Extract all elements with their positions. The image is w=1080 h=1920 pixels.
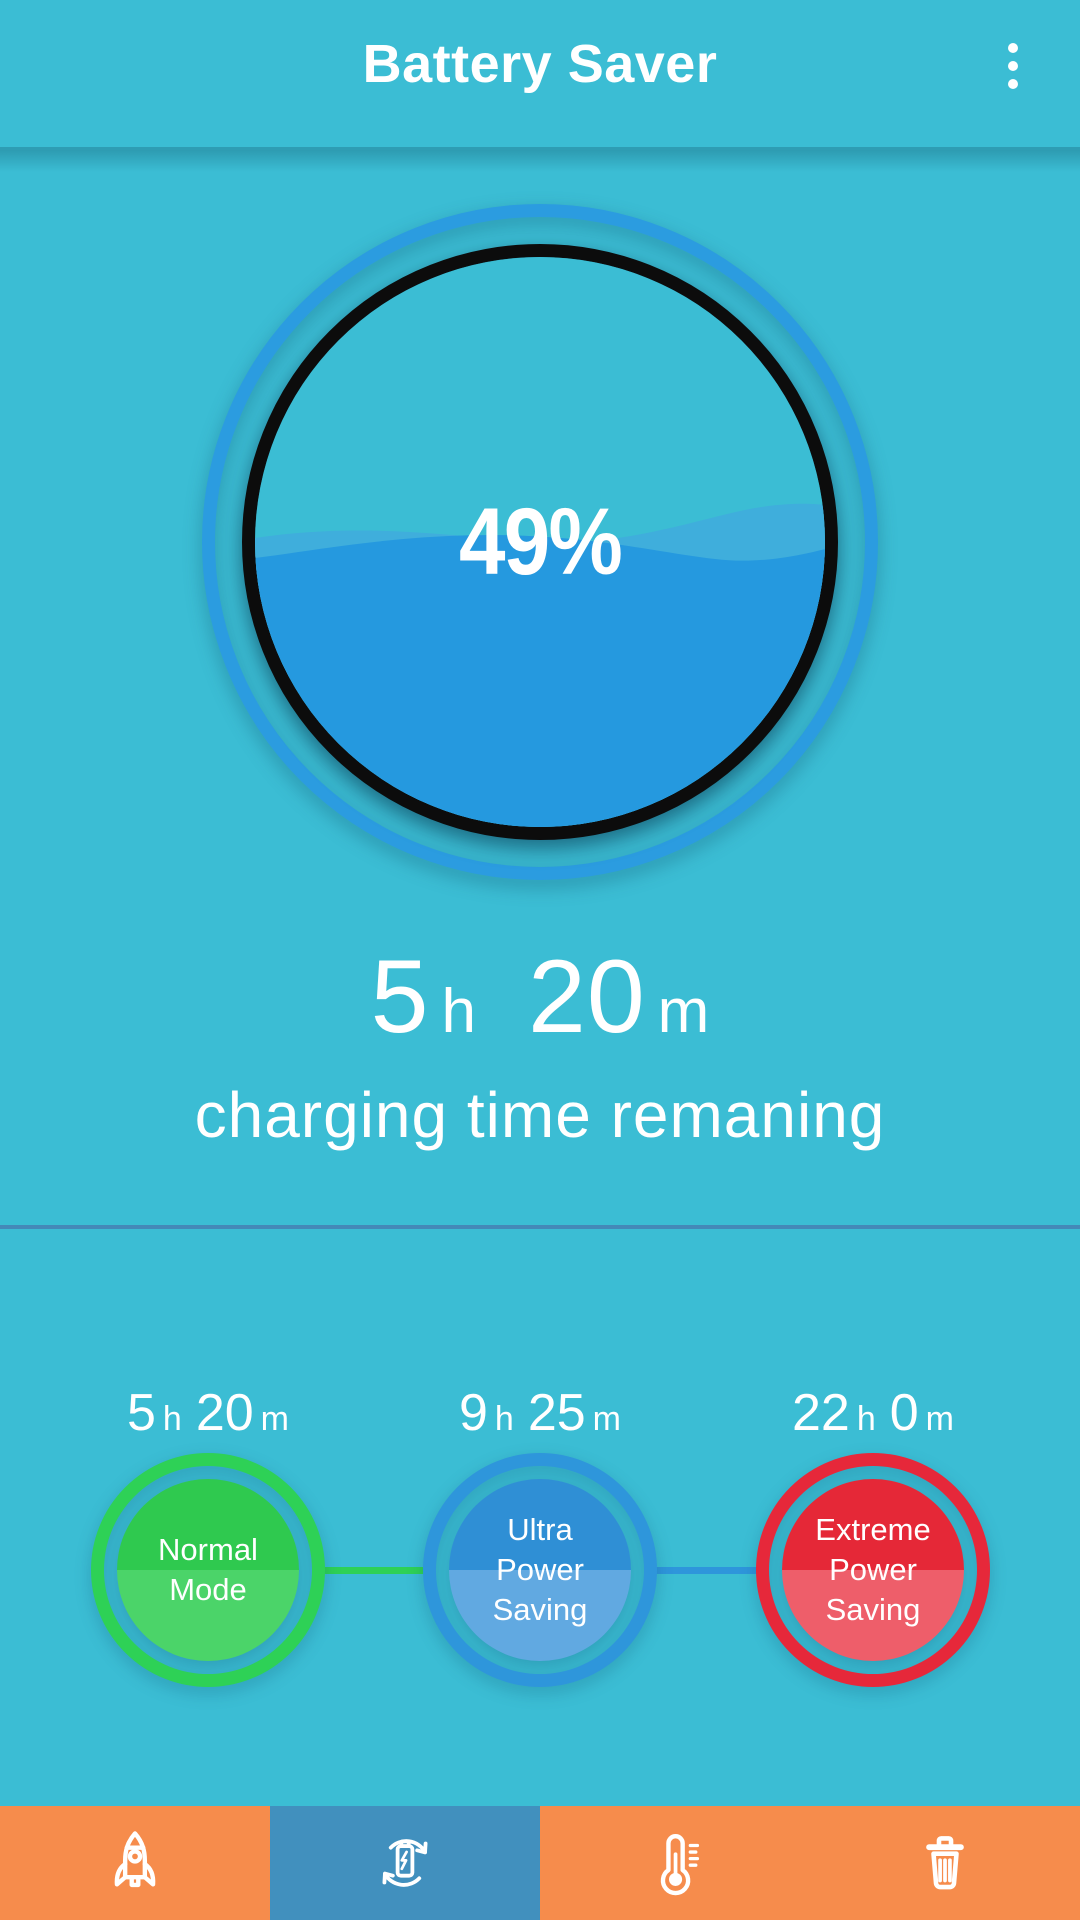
mode-time-hours-unit: h (494, 1400, 514, 1438)
mode-time-hours: 5 (126, 1384, 156, 1442)
hours-unit: h (441, 977, 476, 1046)
mode-time-minutes-unit: m (260, 1400, 289, 1438)
gauge-inner-ring: 49% (242, 244, 838, 840)
battery-sync-icon (382, 1839, 428, 1887)
hours-value: 5 (370, 939, 430, 1055)
mode-time-minutes: 25 (527, 1384, 586, 1442)
mode-label-line2: Power Saving (825, 1552, 921, 1627)
header-divider (0, 150, 1080, 172)
mode-extreme-circle[interactable]: Extreme Power Saving (756, 1453, 990, 1687)
mode-normal-fill: Normal Mode (117, 1479, 299, 1661)
battery-wave-gauge: 49% (255, 257, 825, 827)
mode-time-minutes: 0 (889, 1384, 919, 1442)
mode-time-hours: 9 (458, 1384, 488, 1442)
mode-normal-circle[interactable]: Normal Mode (91, 1453, 325, 1687)
overflow-menu-button[interactable] (988, 28, 1038, 104)
mode-ultra-time: 9 h 25 m (390, 1382, 690, 1444)
connector-normal-ultra (322, 1567, 426, 1574)
mode-label-line2: Power Saving (492, 1552, 588, 1627)
dots-vertical-icon (1008, 79, 1018, 89)
section-divider (0, 1225, 1080, 1229)
connector-ultra-extreme (654, 1567, 759, 1574)
mode-normal[interactable]: 5 h 20 m Normal Mode (58, 1382, 358, 1687)
nav-tab-boost[interactable] (0, 1806, 270, 1920)
thermometer-icon (660, 1834, 700, 1896)
gauge-outer-ring: 49% (202, 204, 878, 880)
bottom-nav-bar (0, 1806, 1080, 1920)
mode-ultra-fill: Ultra Power Saving (449, 1479, 631, 1661)
battery-percent: 49% (458, 488, 623, 595)
mode-extreme-time: 22 h 0 m (723, 1382, 1023, 1444)
wave-graphic (255, 503, 825, 827)
wave-front (255, 535, 825, 827)
mode-time-minutes-unit: m (925, 1400, 954, 1438)
mode-label-line1: Extreme (815, 1512, 931, 1547)
mode-time-hours: 22 (791, 1384, 850, 1442)
time-remaining-caption: charging time remaning (194, 1079, 886, 1151)
mode-extreme-fill: Extreme Power Saving (782, 1479, 964, 1661)
mode-extreme-power-saving[interactable]: 22 h 0 m Extreme Power Saving (723, 1382, 1023, 1687)
mode-normal-time: 5 h 20 m (58, 1382, 358, 1444)
minutes-unit: m (657, 977, 710, 1046)
mode-time-minutes: 20 (195, 1384, 254, 1442)
time-remaining: 5 h 20 m (0, 938, 1080, 1057)
page-title: Battery Saver (362, 33, 718, 94)
mode-label-line1: Ultra (507, 1512, 573, 1547)
mode-ultra-power-saving[interactable]: 9 h 25 m Ultra Power Saving (390, 1382, 690, 1687)
mode-label-line2: Mode (169, 1572, 247, 1607)
minutes-value: 20 (527, 939, 646, 1055)
nav-tab-battery-saver[interactable] (270, 1806, 540, 1920)
mode-time-hours-unit: h (162, 1400, 182, 1438)
app-header: Battery Saver (0, 0, 1080, 150)
dots-vertical-icon (1008, 61, 1018, 71)
nav-tab-clean[interactable] (810, 1806, 1080, 1920)
nav-tab-temperature[interactable] (540, 1806, 810, 1920)
mode-time-hours-unit: h (856, 1400, 876, 1438)
rocket-icon (114, 1831, 156, 1888)
mode-ultra-circle[interactable]: Ultra Power Saving (423, 1453, 657, 1687)
trash-icon (926, 1836, 964, 1890)
dots-vertical-icon (1008, 43, 1018, 53)
mode-label-line1: Normal (158, 1532, 258, 1567)
mode-time-minutes-unit: m (592, 1400, 621, 1438)
